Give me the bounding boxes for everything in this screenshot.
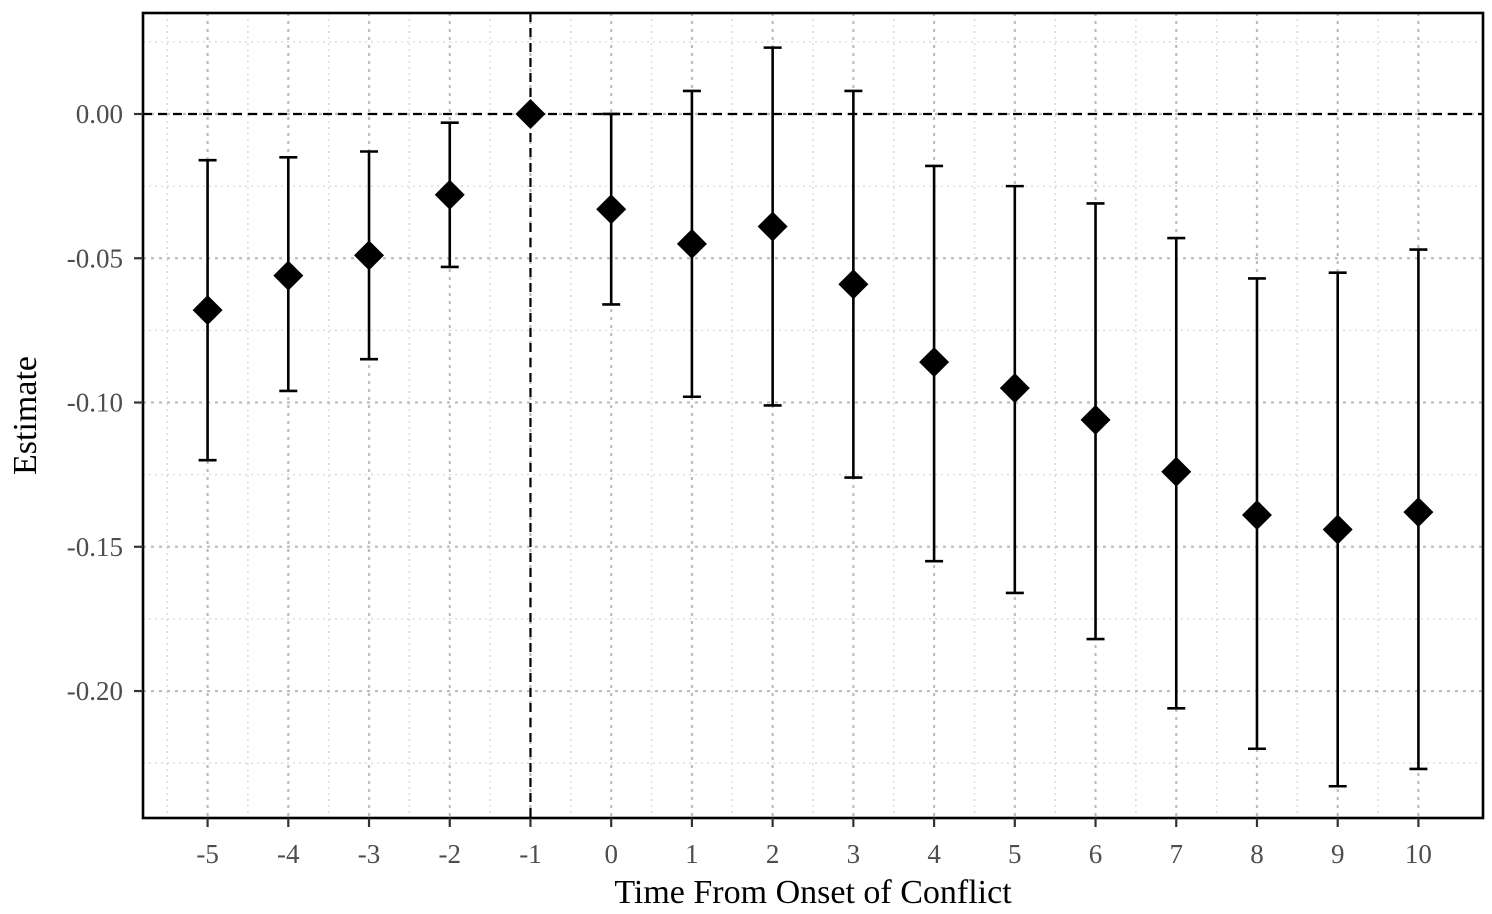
estimate-point <box>919 347 950 378</box>
estimate-point <box>1080 404 1111 435</box>
x-tick-label: 5 <box>1008 839 1022 869</box>
x-tick-label: 1 <box>685 839 699 869</box>
x-axis-ticks: -5 -4 -3 -2 -1 0 1 2 3 4 5 6 7 8 9 10 <box>196 818 1432 869</box>
estimate-point <box>515 98 546 129</box>
x-tick-label: 3 <box>847 839 861 869</box>
estimate-point <box>999 373 1030 404</box>
estimate-points <box>192 98 1434 545</box>
estimate-point <box>354 240 385 271</box>
estimate-point <box>1241 500 1272 531</box>
x-tick-label: -2 <box>438 839 461 869</box>
x-tick-label: -3 <box>358 839 381 869</box>
x-tick-label: 10 <box>1405 839 1432 869</box>
x-tick-label: 7 <box>1170 839 1184 869</box>
x-axis-title: Time From Onset of Conflict <box>614 874 1012 911</box>
x-tick-label: -5 <box>196 839 219 869</box>
estimate-point <box>273 260 304 291</box>
estimate-point <box>1161 456 1192 487</box>
estimate-point <box>676 228 707 259</box>
y-axis-ticks: 0.00 -0.05 -0.10 -0.15 -0.20 <box>67 99 143 706</box>
x-tick-label: -1 <box>519 839 542 869</box>
reference-lines <box>143 13 1483 818</box>
estimate-point <box>596 194 627 225</box>
y-tick-label: 0.00 <box>76 99 123 129</box>
y-tick-label: -0.05 <box>67 243 123 273</box>
x-tick-label: 4 <box>927 839 941 869</box>
x-tick-label: 9 <box>1331 839 1345 869</box>
y-tick-label: -0.10 <box>67 388 123 418</box>
x-tick-label: -4 <box>277 839 300 869</box>
grid-layer <box>143 13 1483 818</box>
x-tick-label: 8 <box>1250 839 1264 869</box>
estimate-point <box>1403 497 1434 528</box>
x-tick-label: 2 <box>766 839 780 869</box>
estimate-point <box>192 295 223 326</box>
x-tick-label: 6 <box>1089 839 1103 869</box>
estimate-point <box>757 211 788 242</box>
estimate-point <box>434 179 465 210</box>
estimate-point <box>838 269 869 300</box>
y-tick-label: -0.20 <box>67 676 123 706</box>
y-axis-title: Estimate <box>7 356 44 475</box>
estimate-point <box>1322 514 1353 545</box>
y-tick-label: -0.15 <box>67 532 123 562</box>
x-tick-label: 0 <box>604 839 618 869</box>
plot-frame <box>141 11 1485 820</box>
